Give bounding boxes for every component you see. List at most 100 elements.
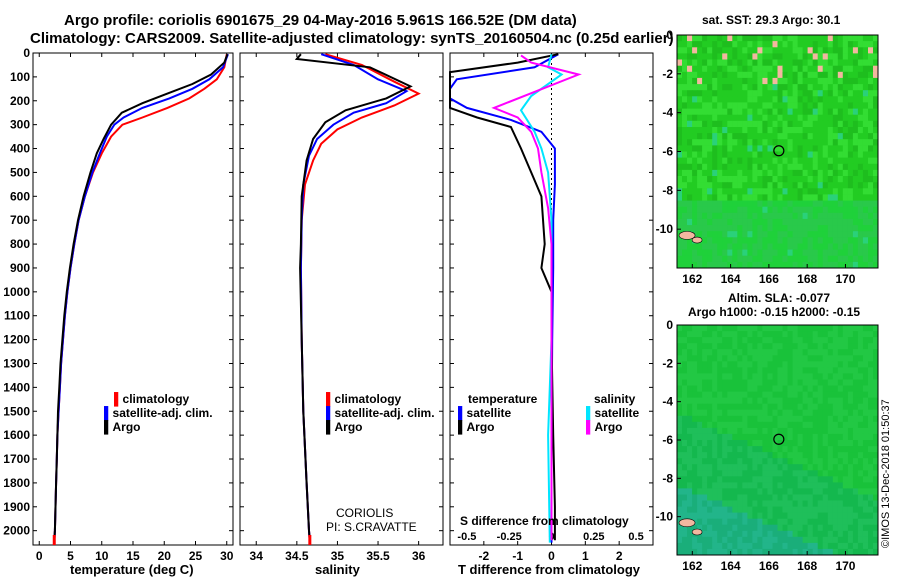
map-cell	[762, 385, 768, 393]
map-cell	[677, 446, 683, 453]
map-cell	[752, 212, 758, 220]
map-cell	[812, 506, 819, 514]
map-cell	[697, 120, 703, 128]
map-cell	[787, 169, 793, 177]
map-cell	[737, 355, 743, 362]
map-cell	[802, 169, 809, 177]
map-cell	[792, 391, 799, 399]
map-cell	[868, 379, 874, 387]
map-cell	[682, 200, 688, 208]
sla-map-argo-marker	[773, 433, 785, 445]
map-cell	[857, 385, 864, 393]
map-cell	[812, 446, 819, 453]
map-cell	[868, 373, 874, 380]
map-cell	[692, 367, 698, 374]
map-cell	[817, 65, 824, 73]
map-cell	[767, 476, 773, 483]
map-cell	[722, 102, 728, 109]
map-cell	[862, 84, 869, 91]
map-cell	[802, 421, 809, 429]
map-cell	[822, 120, 829, 128]
map-cell	[787, 524, 793, 532]
map-cell	[742, 524, 748, 532]
map-cell	[837, 59, 844, 67]
map-cell	[827, 127, 834, 134]
map-cell	[697, 249, 703, 257]
map-cell	[868, 59, 874, 67]
map-cell	[817, 157, 824, 165]
map-cell	[812, 206, 819, 214]
map-cell	[752, 415, 758, 423]
map-cell	[722, 488, 728, 495]
map-cell	[772, 41, 778, 48]
map-cell	[797, 355, 804, 362]
map-cell	[702, 379, 708, 387]
map-cell	[682, 427, 688, 435]
map-cell	[692, 476, 698, 483]
map-cell	[697, 35, 703, 42]
map-cell	[727, 35, 733, 42]
map-cell	[707, 96, 713, 103]
map-cell	[873, 231, 879, 238]
map-cell	[687, 53, 693, 60]
map-cell	[682, 182, 688, 189]
map-cell	[822, 47, 829, 54]
map-cell	[772, 518, 778, 526]
map-cell	[792, 176, 799, 183]
map-cell	[807, 337, 814, 344]
map-cell	[742, 446, 748, 453]
map-cell	[687, 114, 693, 122]
map-cell	[677, 452, 683, 459]
map-cell	[677, 218, 683, 226]
map-cell	[742, 397, 748, 405]
map-cell	[757, 157, 763, 165]
tdiff-xtick-label: -2	[478, 549, 489, 563]
map-cell	[797, 194, 804, 201]
map-cell	[717, 206, 723, 214]
map-cell	[857, 409, 864, 417]
map-cell	[852, 127, 859, 134]
map-cell	[752, 231, 758, 238]
map-cell	[792, 243, 799, 251]
map-cell	[732, 482, 738, 489]
map-cell	[762, 470, 768, 477]
map-cell	[832, 470, 839, 477]
map-cell	[752, 182, 758, 189]
map-cell	[712, 249, 718, 257]
map-cell	[817, 96, 824, 103]
map-cell	[797, 373, 804, 380]
map-cell	[868, 225, 874, 232]
map-cell	[722, 212, 728, 220]
map-cell	[857, 470, 864, 477]
map-cell	[777, 145, 783, 152]
legend-satellite: ▌satellite-adj. clim.	[104, 406, 213, 420]
map-cell	[847, 415, 854, 423]
map-cell	[868, 127, 874, 134]
map-cell	[782, 458, 788, 465]
map-cell	[797, 343, 804, 350]
map-cell	[772, 188, 778, 195]
map-cell	[762, 512, 768, 520]
map-cell	[722, 77, 728, 85]
map-cell	[752, 482, 758, 489]
map-cell	[787, 409, 793, 417]
map-cell	[712, 176, 718, 183]
map-cell	[762, 464, 768, 471]
map-cell	[737, 249, 743, 257]
map-cell	[732, 355, 738, 362]
map-cell	[817, 446, 824, 453]
map-cell	[852, 482, 859, 489]
map-cell	[722, 548, 728, 556]
map-cell	[792, 231, 799, 238]
map-cell	[767, 349, 773, 356]
map-cell	[687, 77, 693, 85]
map-cell	[697, 331, 703, 338]
map-cell	[832, 482, 839, 489]
map-cell	[757, 440, 763, 447]
map-cell	[692, 90, 698, 97]
map-cell	[727, 433, 733, 441]
map-cell	[762, 458, 768, 465]
map-cell	[752, 440, 758, 447]
map-cell	[792, 530, 799, 538]
